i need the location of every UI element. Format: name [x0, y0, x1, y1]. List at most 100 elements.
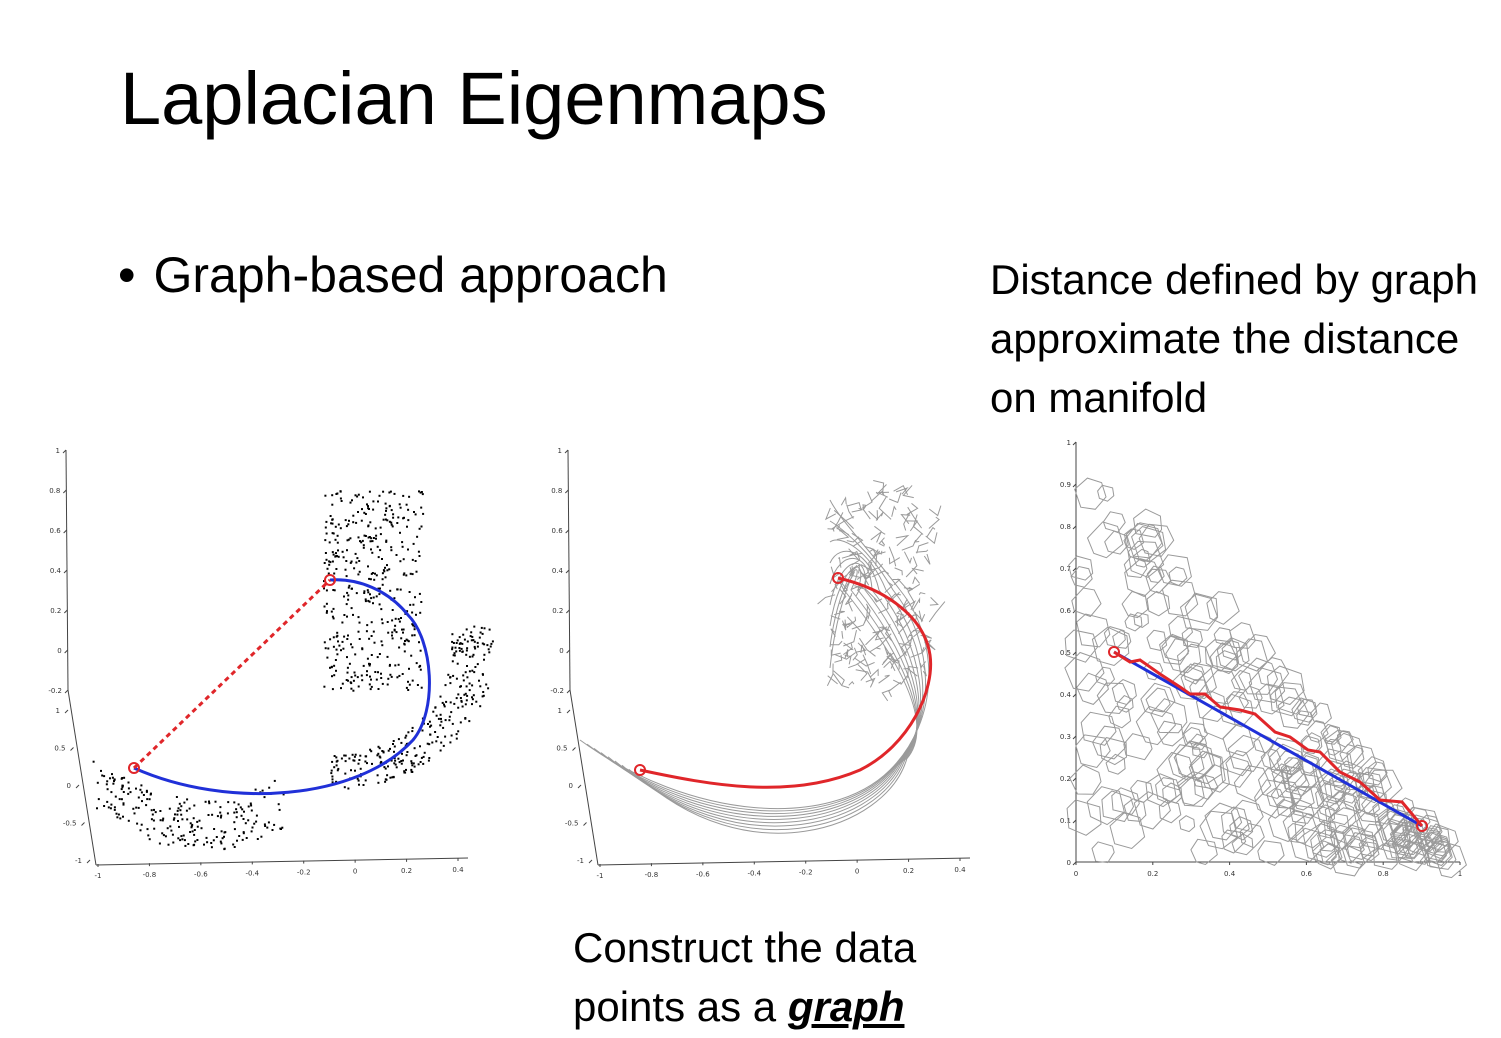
data-point: [457, 706, 460, 709]
data-point: [407, 689, 410, 691]
data-point: [479, 705, 482, 708]
data-point: [380, 618, 383, 621]
data-point: [392, 743, 394, 745]
data-point: [378, 494, 381, 497]
data-point: [331, 551, 334, 554]
tick-mark: [62, 449, 67, 454]
data-point: [384, 576, 387, 579]
data-point: [459, 721, 462, 724]
data-point: [481, 642, 484, 645]
data-point: [331, 781, 334, 784]
graph-cell: [1066, 799, 1102, 836]
swiss-roll-points-figure: 1 0.8 0.6 0.4 0.2 0 -0.2 1 0.5 0 -0.5 -1 -1 -0.8 -0.…: [28, 440, 498, 895]
data-point: [471, 696, 473, 699]
data-point: [350, 676, 353, 679]
data-point: [473, 640, 476, 643]
data-point: [107, 806, 110, 809]
data-point: [464, 671, 467, 674]
graph-cell: [1155, 777, 1182, 804]
z-tick-label: 0: [57, 647, 61, 655]
data-point: [122, 815, 124, 818]
data-point: [263, 796, 266, 799]
graph-edge: [928, 505, 942, 517]
graph-cell: [1229, 816, 1254, 841]
data-point: [186, 798, 189, 801]
y-tick-label: 0.5: [556, 745, 567, 753]
data-point: [368, 637, 371, 640]
data-point: [179, 839, 182, 842]
data-point: [455, 650, 458, 653]
data-point: [354, 653, 357, 656]
graph-cell: [1233, 765, 1272, 803]
graph-edge: [903, 586, 913, 590]
graph-cell: [1133, 791, 1171, 830]
graph-cell: [1219, 755, 1252, 788]
graph-cell: [1260, 748, 1282, 769]
graph-edge: [918, 610, 926, 623]
data-point: [350, 607, 353, 610]
data-point: [397, 618, 400, 621]
y-tick-label: 0.3: [1060, 733, 1071, 741]
data-point: [336, 534, 339, 537]
data-point: [172, 818, 175, 821]
graph-cell: [1161, 579, 1199, 617]
data-point: [372, 500, 375, 503]
data-point: [386, 774, 389, 777]
data-point: [471, 698, 474, 701]
tick-mark: [63, 529, 68, 534]
graph-cell: [1182, 726, 1204, 749]
graph-cell: [1405, 814, 1441, 849]
graph-cell: [1372, 800, 1397, 825]
graph-edge: [833, 670, 845, 686]
data-point: [419, 668, 422, 671]
graph-edge: [901, 539, 917, 551]
data-point: [356, 777, 359, 780]
graph-edge: [837, 527, 850, 536]
data-point: [183, 801, 186, 804]
data-point: [356, 557, 359, 560]
data-point: [362, 544, 365, 547]
data-point: [375, 595, 378, 598]
graph-edge: [916, 542, 929, 554]
data-point: [340, 687, 342, 690]
data-point: [328, 563, 331, 566]
y-tick-label: 0.5: [1060, 649, 1071, 657]
data-point: [353, 567, 356, 570]
graph-edge: [888, 681, 902, 698]
data-point: [325, 611, 328, 614]
data-point: [487, 687, 490, 690]
data-point: [331, 675, 333, 678]
data-point: [110, 803, 113, 806]
data-point: [426, 742, 429, 745]
data-point: [420, 525, 423, 528]
data-point: [190, 825, 193, 828]
data-point: [336, 769, 339, 772]
x-tick-label: -0.6: [696, 870, 710, 878]
bullet-item: • Graph-based approach: [118, 250, 668, 300]
graph-cell: [1270, 780, 1302, 809]
data-point: [344, 519, 347, 522]
graph-edge: [834, 654, 843, 663]
data-point: [127, 787, 130, 790]
data-point: [127, 792, 130, 795]
data-point: [464, 717, 467, 719]
data-point: [214, 800, 217, 803]
data-point: [440, 720, 443, 723]
data-point: [377, 500, 379, 503]
data-point: [169, 825, 172, 828]
graph-edge: [888, 546, 897, 567]
data-point: [447, 673, 450, 676]
data-point: [360, 674, 363, 677]
data-point: [325, 520, 328, 523]
data-point: [436, 736, 439, 738]
graph-cell: [1325, 738, 1342, 756]
data-point: [414, 596, 416, 599]
graph-edge: [878, 674, 890, 684]
graph-cell: [1396, 840, 1429, 872]
data-point: [444, 719, 447, 722]
data-point: [332, 617, 335, 620]
data-point: [335, 552, 337, 555]
data-point: [402, 558, 405, 561]
data-point: [472, 653, 475, 656]
data-point: [358, 621, 361, 624]
